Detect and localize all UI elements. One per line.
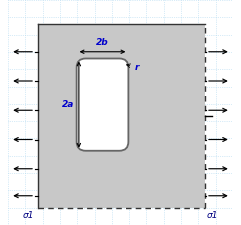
Text: r: r xyxy=(127,63,140,72)
FancyBboxPatch shape xyxy=(77,58,128,151)
Bar xyxy=(38,24,205,208)
Text: 2a: 2a xyxy=(62,100,74,109)
Text: 2b: 2b xyxy=(96,38,109,47)
Text: σ1: σ1 xyxy=(207,212,219,220)
Text: σ1: σ1 xyxy=(22,212,34,220)
